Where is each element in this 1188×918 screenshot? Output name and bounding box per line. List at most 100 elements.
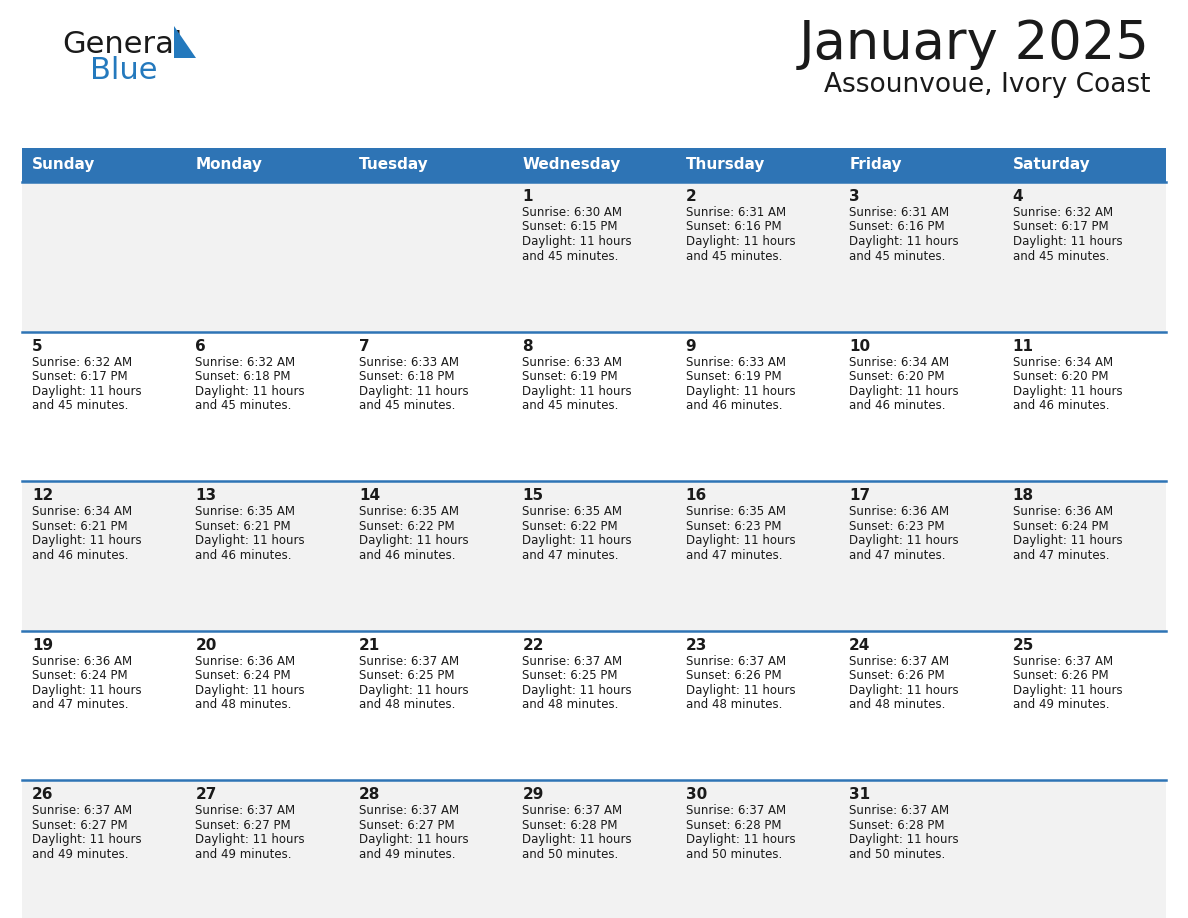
Bar — [512, 148, 676, 182]
Text: Sunrise: 6:35 AM: Sunrise: 6:35 AM — [523, 505, 623, 518]
Text: 21: 21 — [359, 638, 380, 653]
Text: 19: 19 — [32, 638, 53, 653]
Text: 6: 6 — [196, 339, 207, 353]
Text: 5: 5 — [32, 339, 43, 353]
Text: 8: 8 — [523, 339, 533, 353]
Text: Sunset: 6:23 PM: Sunset: 6:23 PM — [685, 520, 782, 532]
Bar — [512, 631, 676, 780]
Text: 15: 15 — [523, 488, 543, 503]
Text: and 45 minutes.: and 45 minutes. — [359, 399, 455, 412]
Text: Daylight: 11 hours: Daylight: 11 hours — [1012, 684, 1123, 697]
Text: Sunset: 6:21 PM: Sunset: 6:21 PM — [32, 520, 127, 532]
Bar — [676, 631, 839, 780]
Text: Sunrise: 6:35 AM: Sunrise: 6:35 AM — [685, 505, 785, 518]
Text: and 47 minutes.: and 47 minutes. — [523, 549, 619, 562]
Text: Daylight: 11 hours: Daylight: 11 hours — [32, 385, 141, 397]
Text: Sunset: 6:19 PM: Sunset: 6:19 PM — [685, 370, 782, 383]
Text: and 46 minutes.: and 46 minutes. — [32, 549, 128, 562]
Text: and 46 minutes.: and 46 minutes. — [196, 549, 292, 562]
Text: Sunrise: 6:35 AM: Sunrise: 6:35 AM — [359, 505, 459, 518]
Text: and 48 minutes.: and 48 minutes. — [523, 699, 619, 711]
Text: and 45 minutes.: and 45 minutes. — [849, 250, 946, 263]
Bar — [185, 182, 349, 331]
Text: Assounvoue, Ivory Coast: Assounvoue, Ivory Coast — [823, 72, 1150, 98]
Bar — [349, 780, 512, 918]
Text: and 45 minutes.: and 45 minutes. — [523, 250, 619, 263]
Bar — [512, 780, 676, 918]
Text: Daylight: 11 hours: Daylight: 11 hours — [523, 684, 632, 697]
Text: Sunset: 6:27 PM: Sunset: 6:27 PM — [32, 819, 127, 832]
Text: Blue: Blue — [90, 56, 158, 85]
Text: General: General — [62, 30, 183, 59]
Text: Sunrise: 6:34 AM: Sunrise: 6:34 AM — [1012, 355, 1113, 369]
Text: Daylight: 11 hours: Daylight: 11 hours — [685, 534, 795, 547]
Text: and 45 minutes.: and 45 minutes. — [523, 399, 619, 412]
Text: Sunset: 6:26 PM: Sunset: 6:26 PM — [849, 669, 944, 682]
Bar — [349, 148, 512, 182]
Text: Friday: Friday — [849, 158, 902, 173]
Text: and 49 minutes.: and 49 minutes. — [196, 848, 292, 861]
Text: Daylight: 11 hours: Daylight: 11 hours — [685, 235, 795, 248]
Text: Daylight: 11 hours: Daylight: 11 hours — [523, 385, 632, 397]
Text: Sunrise: 6:37 AM: Sunrise: 6:37 AM — [849, 804, 949, 817]
Text: 16: 16 — [685, 488, 707, 503]
Bar — [839, 182, 1003, 331]
Text: Sunset: 6:24 PM: Sunset: 6:24 PM — [32, 669, 127, 682]
Text: 29: 29 — [523, 788, 544, 802]
Text: Sunset: 6:17 PM: Sunset: 6:17 PM — [32, 370, 127, 383]
Text: Sunrise: 6:36 AM: Sunrise: 6:36 AM — [849, 505, 949, 518]
Bar — [512, 182, 676, 331]
Text: and 46 minutes.: and 46 minutes. — [1012, 399, 1110, 412]
Text: and 49 minutes.: and 49 minutes. — [1012, 699, 1110, 711]
Text: Daylight: 11 hours: Daylight: 11 hours — [849, 534, 959, 547]
Text: and 45 minutes.: and 45 minutes. — [685, 250, 782, 263]
Text: Sunrise: 6:37 AM: Sunrise: 6:37 AM — [1012, 655, 1113, 667]
Text: Sunrise: 6:37 AM: Sunrise: 6:37 AM — [359, 804, 459, 817]
Text: Sunset: 6:24 PM: Sunset: 6:24 PM — [1012, 520, 1108, 532]
Text: Daylight: 11 hours: Daylight: 11 hours — [685, 834, 795, 846]
Text: and 46 minutes.: and 46 minutes. — [685, 399, 782, 412]
Text: Sunrise: 6:32 AM: Sunrise: 6:32 AM — [196, 355, 296, 369]
Text: 30: 30 — [685, 788, 707, 802]
Text: Daylight: 11 hours: Daylight: 11 hours — [196, 684, 305, 697]
Text: Sunrise: 6:37 AM: Sunrise: 6:37 AM — [523, 804, 623, 817]
Text: and 48 minutes.: and 48 minutes. — [196, 699, 292, 711]
Text: 24: 24 — [849, 638, 871, 653]
Text: Sunset: 6:28 PM: Sunset: 6:28 PM — [685, 819, 782, 832]
Polygon shape — [173, 26, 196, 58]
Text: Daylight: 11 hours: Daylight: 11 hours — [1012, 534, 1123, 547]
Text: Saturday: Saturday — [1012, 158, 1091, 173]
Bar — [23, 481, 185, 631]
Text: Daylight: 11 hours: Daylight: 11 hours — [523, 834, 632, 846]
Bar — [1003, 780, 1165, 918]
Bar — [1003, 481, 1165, 631]
Text: Sunset: 6:18 PM: Sunset: 6:18 PM — [196, 370, 291, 383]
Text: Sunrise: 6:31 AM: Sunrise: 6:31 AM — [685, 206, 785, 219]
Text: Daylight: 11 hours: Daylight: 11 hours — [849, 235, 959, 248]
Bar — [23, 631, 185, 780]
Bar — [839, 148, 1003, 182]
Text: Sunrise: 6:37 AM: Sunrise: 6:37 AM — [849, 655, 949, 667]
Text: 20: 20 — [196, 638, 216, 653]
Bar — [349, 631, 512, 780]
Text: Sunrise: 6:36 AM: Sunrise: 6:36 AM — [1012, 505, 1113, 518]
Text: 3: 3 — [849, 189, 860, 204]
Bar — [839, 481, 1003, 631]
Text: Daylight: 11 hours: Daylight: 11 hours — [1012, 235, 1123, 248]
Text: Sunset: 6:24 PM: Sunset: 6:24 PM — [196, 669, 291, 682]
Text: Sunset: 6:17 PM: Sunset: 6:17 PM — [1012, 220, 1108, 233]
Text: and 45 minutes.: and 45 minutes. — [32, 399, 128, 412]
Text: 22: 22 — [523, 638, 544, 653]
Text: Sunset: 6:27 PM: Sunset: 6:27 PM — [359, 819, 455, 832]
Text: Sunrise: 6:33 AM: Sunrise: 6:33 AM — [359, 355, 459, 369]
Text: Sunset: 6:19 PM: Sunset: 6:19 PM — [523, 370, 618, 383]
Text: 13: 13 — [196, 488, 216, 503]
Text: and 47 minutes.: and 47 minutes. — [685, 549, 782, 562]
Text: Sunrise: 6:37 AM: Sunrise: 6:37 AM — [359, 655, 459, 667]
Text: Sunset: 6:20 PM: Sunset: 6:20 PM — [849, 370, 944, 383]
Text: Sunrise: 6:35 AM: Sunrise: 6:35 AM — [196, 505, 296, 518]
Bar — [676, 780, 839, 918]
Bar — [185, 631, 349, 780]
Text: Monday: Monday — [196, 158, 263, 173]
Text: Sunset: 6:28 PM: Sunset: 6:28 PM — [849, 819, 944, 832]
